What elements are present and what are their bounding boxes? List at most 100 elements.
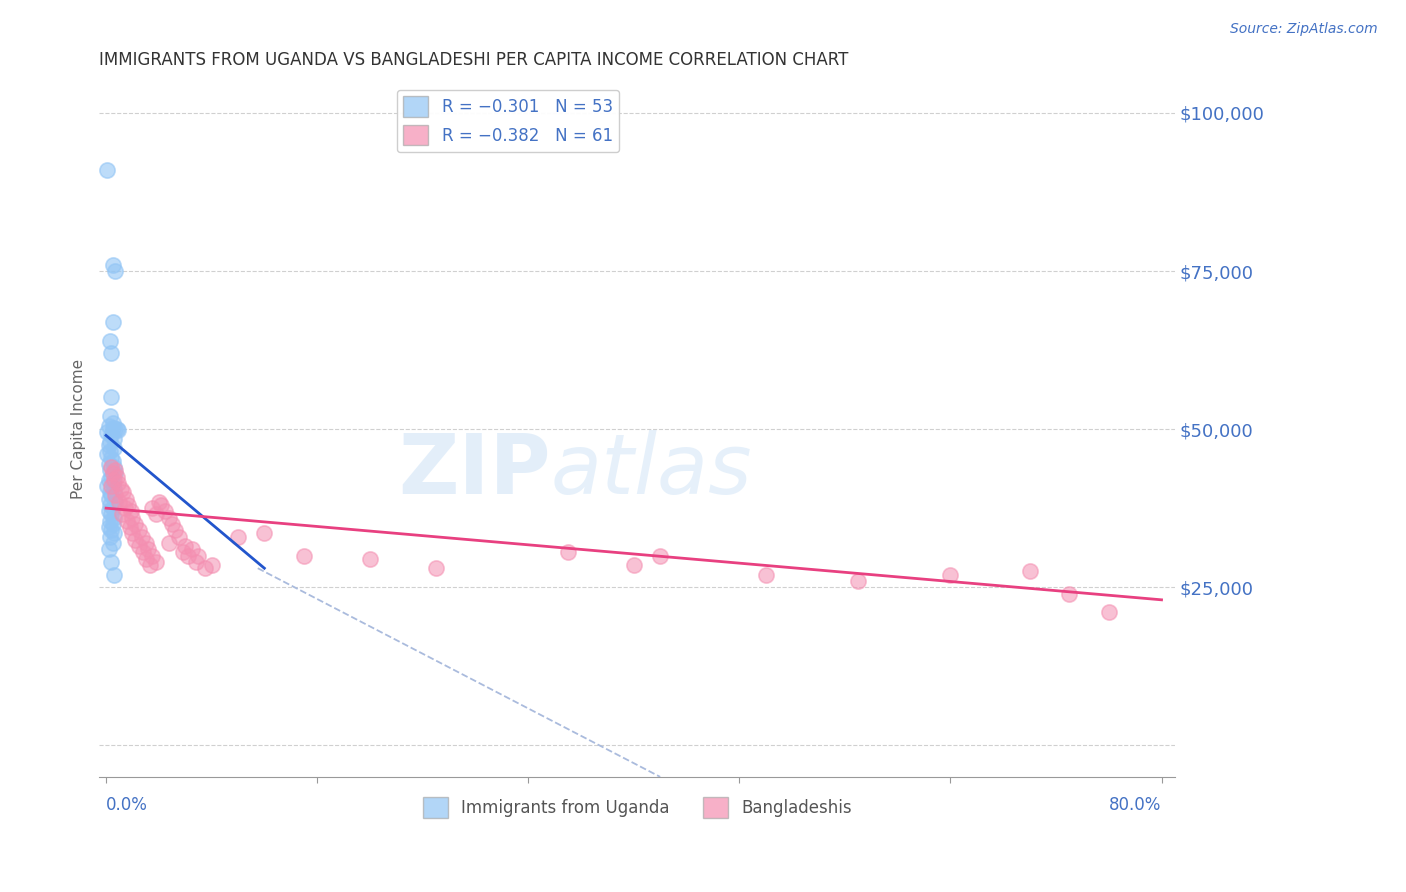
Point bbox=[104, 467, 127, 481]
Point bbox=[253, 526, 276, 541]
Point bbox=[100, 428, 122, 442]
Point bbox=[101, 475, 124, 490]
Point bbox=[135, 551, 157, 566]
Point bbox=[98, 334, 121, 348]
Point bbox=[174, 539, 197, 553]
Point bbox=[101, 536, 124, 550]
Point bbox=[117, 498, 139, 512]
Point bbox=[103, 441, 125, 455]
Point bbox=[755, 567, 778, 582]
Point bbox=[155, 504, 177, 518]
Point bbox=[120, 504, 142, 518]
Point bbox=[103, 432, 125, 446]
Point bbox=[226, 530, 249, 544]
Point bbox=[118, 520, 141, 534]
Point bbox=[101, 501, 124, 516]
Point bbox=[100, 460, 122, 475]
Point bbox=[121, 526, 143, 541]
Point bbox=[103, 473, 125, 487]
Point bbox=[97, 473, 120, 487]
Point bbox=[101, 467, 124, 481]
Point bbox=[103, 482, 125, 496]
Point bbox=[141, 549, 163, 563]
Point bbox=[172, 545, 194, 559]
Point bbox=[97, 542, 120, 557]
Point bbox=[100, 488, 122, 502]
Point bbox=[180, 542, 202, 557]
Point bbox=[167, 530, 190, 544]
Point bbox=[104, 463, 127, 477]
Point bbox=[100, 391, 122, 405]
Point bbox=[187, 549, 209, 563]
Point bbox=[124, 516, 146, 531]
Point bbox=[97, 438, 120, 452]
Point bbox=[157, 510, 180, 524]
Point bbox=[98, 514, 121, 528]
Point bbox=[939, 567, 962, 582]
Point bbox=[103, 510, 125, 524]
Point bbox=[157, 536, 180, 550]
Point bbox=[359, 551, 381, 566]
Point bbox=[112, 485, 135, 500]
Point bbox=[107, 423, 129, 437]
Point bbox=[98, 434, 121, 449]
Point bbox=[1018, 565, 1040, 579]
Point bbox=[150, 498, 173, 512]
Point bbox=[98, 463, 121, 477]
Point bbox=[104, 264, 127, 278]
Text: IMMIGRANTS FROM UGANDA VS BANGLADESHI PER CAPITA INCOME CORRELATION CHART: IMMIGRANTS FROM UGANDA VS BANGLADESHI PE… bbox=[100, 51, 849, 69]
Point bbox=[135, 536, 157, 550]
Point bbox=[1098, 606, 1121, 620]
Point bbox=[557, 545, 579, 559]
Text: 0.0%: 0.0% bbox=[105, 796, 148, 814]
Point bbox=[200, 558, 222, 572]
Point bbox=[194, 561, 217, 575]
Point bbox=[103, 526, 125, 541]
Point bbox=[121, 510, 143, 524]
Point bbox=[101, 416, 124, 430]
Point bbox=[131, 530, 153, 544]
Point bbox=[100, 469, 122, 483]
Point bbox=[623, 558, 645, 572]
Point bbox=[128, 523, 150, 537]
Text: 80.0%: 80.0% bbox=[1109, 796, 1161, 814]
Point bbox=[136, 542, 159, 557]
Point bbox=[160, 516, 183, 531]
Point bbox=[141, 501, 163, 516]
Point bbox=[145, 508, 167, 522]
Y-axis label: Per Capita Income: Per Capita Income bbox=[72, 359, 86, 500]
Point bbox=[650, 549, 672, 563]
Point bbox=[111, 508, 134, 522]
Point bbox=[103, 567, 125, 582]
Text: Source: ZipAtlas.com: Source: ZipAtlas.com bbox=[1230, 22, 1378, 37]
Point bbox=[292, 549, 315, 563]
Point bbox=[115, 514, 138, 528]
Point bbox=[100, 346, 122, 360]
Point bbox=[98, 485, 121, 500]
Point bbox=[96, 162, 118, 177]
Point bbox=[98, 409, 121, 424]
Point bbox=[1057, 586, 1080, 600]
Legend: Immigrants from Uganda, Bangladeshis: Immigrants from Uganda, Bangladeshis bbox=[416, 790, 858, 824]
Point bbox=[100, 555, 122, 569]
Point bbox=[104, 422, 127, 436]
Point bbox=[98, 498, 121, 512]
Point bbox=[100, 523, 122, 537]
Point bbox=[100, 479, 122, 493]
Point bbox=[101, 258, 124, 272]
Point bbox=[104, 488, 127, 502]
Point bbox=[104, 495, 127, 509]
Point bbox=[101, 454, 124, 468]
Point bbox=[101, 315, 124, 329]
Point bbox=[97, 457, 120, 471]
Point bbox=[98, 530, 121, 544]
Point bbox=[100, 508, 122, 522]
Point bbox=[97, 419, 120, 434]
Point bbox=[97, 504, 120, 518]
Point bbox=[425, 561, 447, 575]
Point bbox=[105, 422, 128, 436]
Point bbox=[100, 450, 122, 465]
Point bbox=[128, 539, 150, 553]
Text: atlas: atlas bbox=[551, 430, 752, 511]
Point bbox=[107, 475, 129, 490]
